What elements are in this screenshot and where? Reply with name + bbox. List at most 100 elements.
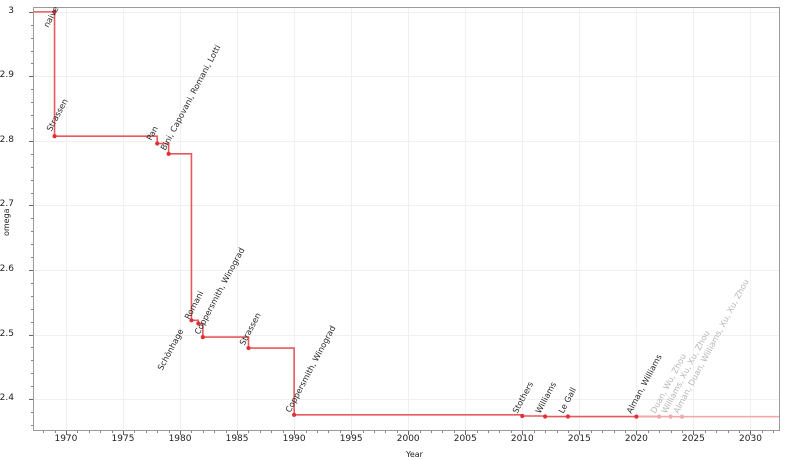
x-minor-tick (716, 431, 718, 433)
plot-area (33, 7, 780, 431)
x-tick (351, 431, 353, 435)
y-minor-tick (31, 321, 33, 323)
x-tick (465, 431, 467, 435)
x-tick-label: 1980 (168, 434, 192, 444)
y-gridline (34, 76, 779, 78)
y-gridline (34, 269, 779, 271)
x-minor-tick (328, 431, 330, 433)
x-minor-tick (647, 431, 649, 433)
y-minor-tick (31, 63, 33, 65)
x-gridline (294, 8, 296, 430)
x-tick (237, 431, 239, 435)
x-tick-label: 1990 (282, 434, 306, 444)
x-minor-tick (419, 431, 421, 433)
y-minor-tick (31, 424, 33, 426)
x-minor-tick (624, 431, 626, 433)
x-tick (579, 431, 581, 435)
x-minor-tick (305, 431, 307, 433)
x-minor-tick (282, 431, 284, 433)
y-gridline (34, 205, 779, 207)
y-minor-tick (31, 347, 33, 349)
x-minor-tick (499, 431, 501, 433)
x-minor-tick (77, 431, 79, 433)
x-minor-tick (168, 431, 170, 433)
y-tick (29, 76, 33, 78)
y-minor-tick (31, 231, 33, 233)
y-minor-tick (31, 218, 33, 220)
x-minor-tick (225, 431, 227, 433)
x-minor-tick (739, 431, 741, 433)
x-minor-tick (362, 431, 364, 433)
x-minor-tick (545, 431, 547, 433)
x-minor-tick (567, 431, 569, 433)
x-gridline (408, 8, 410, 430)
x-tick-label: 1995 (339, 434, 363, 444)
x-minor-tick (453, 431, 455, 433)
y-minor-tick (31, 257, 33, 259)
y-minor-tick (31, 115, 33, 117)
x-gridline (180, 8, 182, 430)
y-minor-tick (31, 128, 33, 130)
x-tick (693, 431, 695, 435)
x-minor-tick (111, 431, 113, 433)
x-tick-label: 2030 (739, 434, 762, 444)
y-tick (29, 399, 33, 401)
x-tick-label: 2005 (453, 434, 477, 444)
y-minor-tick (31, 24, 33, 26)
y-minor-tick (31, 308, 33, 310)
x-gridline (750, 8, 752, 430)
x-tick (294, 431, 296, 435)
y-minor-tick (31, 50, 33, 52)
x-minor-tick (704, 431, 706, 433)
y-minor-tick (31, 295, 33, 297)
y-tick (29, 140, 33, 142)
y-tick-label: 2.7 (0, 199, 14, 210)
x-minor-tick (259, 431, 261, 433)
x-gridline (522, 8, 524, 430)
x-gridline (465, 8, 467, 430)
x-minor-tick (145, 431, 147, 433)
y-tick (29, 334, 33, 336)
y-tick-label: 2.9 (0, 70, 14, 81)
x-minor-tick (396, 431, 398, 433)
y-minor-tick (31, 244, 33, 246)
x-tick-label: 2015 (567, 434, 591, 444)
x-gridline (122, 8, 124, 430)
x-minor-tick (556, 431, 558, 433)
x-tick (408, 431, 410, 435)
x-minor-tick (202, 431, 204, 433)
x-minor-tick (157, 431, 159, 433)
y-tick-label: 3 (8, 5, 14, 16)
x-minor-tick (373, 431, 375, 433)
x-minor-tick (100, 431, 102, 433)
x-tick-label: 1970 (54, 434, 78, 444)
x-minor-tick (773, 431, 775, 433)
x-minor-tick (385, 431, 387, 433)
y-minor-tick (31, 373, 33, 375)
x-minor-tick (54, 431, 56, 433)
x-minor-tick (590, 431, 592, 433)
x-tick (122, 431, 124, 435)
y-minor-tick (31, 102, 33, 104)
x-minor-tick (134, 431, 136, 433)
x-axis-label: Year (406, 450, 423, 459)
y-minor-tick (31, 282, 33, 284)
y-gridline (34, 11, 779, 13)
y-axis-label: omega (2, 208, 11, 236)
x-tick-label: 2020 (624, 434, 648, 444)
x-minor-tick (761, 431, 763, 433)
x-minor-tick (214, 431, 216, 433)
x-minor-tick (670, 431, 672, 433)
y-gridline (34, 140, 779, 142)
x-minor-tick (659, 431, 661, 433)
x-minor-tick (488, 431, 490, 433)
y-tick-label: 2.8 (0, 134, 14, 145)
x-minor-tick (191, 431, 193, 433)
y-minor-tick (31, 153, 33, 155)
y-gridline (34, 334, 779, 336)
x-gridline (65, 8, 67, 430)
x-gridline (351, 8, 353, 430)
x-minor-tick (431, 431, 433, 433)
x-minor-tick (271, 431, 273, 433)
